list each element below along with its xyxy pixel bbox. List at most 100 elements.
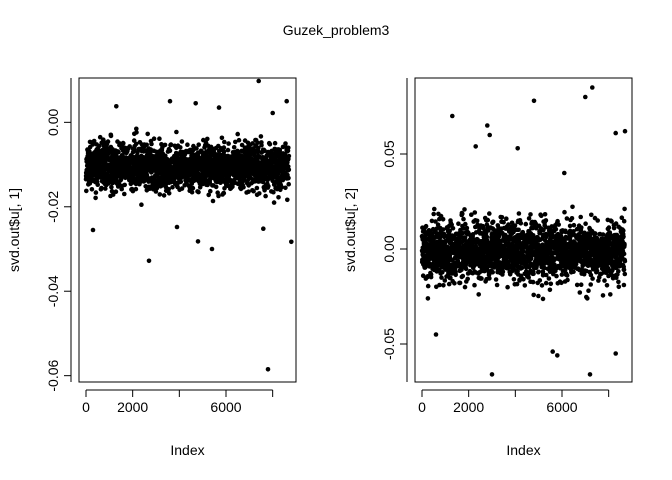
data-point — [255, 145, 261, 151]
data-point — [103, 186, 108, 191]
data-point — [157, 192, 163, 197]
data-point — [167, 148, 173, 154]
y-tick-label: -0.04 — [45, 275, 61, 307]
data-point — [539, 283, 545, 288]
data-point — [494, 282, 500, 288]
data-point — [548, 281, 554, 287]
data-point — [571, 229, 576, 234]
data-point — [621, 251, 627, 257]
data-point — [99, 185, 104, 191]
data-point — [154, 185, 160, 191]
data-point — [569, 216, 575, 221]
data-point — [286, 153, 292, 159]
data-point — [505, 284, 510, 290]
data-point — [619, 215, 625, 220]
data-point — [487, 211, 492, 216]
outlier-point — [515, 146, 520, 151]
data-point — [110, 192, 116, 197]
data-point — [251, 188, 256, 194]
x-tick-label: 2000 — [117, 399, 148, 415]
x-tick-label: 0 — [418, 399, 426, 415]
data-point — [435, 222, 441, 227]
data-point — [501, 219, 506, 225]
data-point — [133, 186, 139, 192]
data-point — [200, 181, 205, 187]
data-point — [540, 296, 546, 302]
data-point — [121, 141, 126, 146]
data-point — [434, 226, 440, 231]
data-point — [286, 175, 291, 181]
data-point — [437, 282, 442, 288]
scatter-panel-1: 0 2000 6000 Index -0.06 -0.04 -0.02 0.00 svd.out… — [6, 77, 297, 458]
data-point — [608, 292, 613, 297]
data-point — [611, 225, 617, 231]
data-point — [522, 283, 528, 288]
data-point — [487, 276, 492, 281]
data-point — [131, 138, 137, 143]
data-point — [139, 202, 144, 207]
data-point — [190, 185, 196, 191]
data-point — [246, 189, 251, 194]
data-point — [570, 204, 575, 210]
outlier-point — [146, 258, 152, 264]
data-point — [442, 278, 448, 283]
data-point — [254, 185, 260, 191]
data-point — [544, 272, 549, 278]
data-point — [590, 276, 595, 281]
data-point — [425, 296, 431, 301]
data-point — [543, 280, 549, 286]
x-axis-label: Index — [170, 442, 204, 458]
data-point — [93, 195, 98, 201]
outlier-point — [193, 101, 198, 106]
outlier-point — [289, 239, 294, 245]
data-point — [205, 136, 210, 142]
data-point — [122, 182, 127, 188]
data-point — [453, 272, 459, 278]
plot-frame — [78, 77, 297, 383]
data-point — [506, 222, 511, 227]
data-point — [271, 200, 277, 205]
outlier-point — [167, 98, 173, 104]
data-point — [208, 188, 213, 194]
data-point — [463, 266, 469, 272]
data-point — [622, 258, 628, 264]
y-axis: -0.06 -0.04 -0.02 0.00 — [45, 78, 72, 392]
data-point — [108, 133, 114, 139]
data-point — [449, 222, 455, 228]
data-point — [472, 210, 478, 215]
data-point — [166, 191, 172, 196]
data-point — [257, 191, 262, 196]
data-point — [157, 136, 162, 141]
data-point — [93, 190, 99, 195]
data-point — [210, 198, 216, 204]
data-point — [162, 142, 168, 148]
outlier-point — [583, 94, 588, 100]
data-point — [564, 273, 570, 278]
data-point — [588, 272, 594, 278]
data-point — [271, 189, 276, 195]
data-point — [196, 142, 201, 147]
y-tick-label: -0.02 — [45, 191, 61, 223]
data-point — [134, 130, 139, 135]
data-point — [583, 221, 588, 226]
data-point — [539, 213, 544, 219]
data-point — [511, 277, 517, 282]
data-point — [127, 144, 132, 149]
data-point — [526, 275, 531, 280]
data-point — [235, 131, 240, 137]
data-point — [439, 275, 444, 280]
data-point — [476, 292, 482, 297]
data-point — [170, 185, 175, 190]
data-point — [464, 225, 470, 231]
outlier-point — [473, 144, 479, 149]
data-point — [528, 256, 534, 262]
data-point — [472, 282, 477, 288]
data-point — [269, 150, 275, 156]
data-point — [116, 149, 121, 155]
outlier-point — [209, 246, 215, 252]
data-point — [456, 221, 461, 226]
data-point — [564, 216, 570, 221]
x-axis: 0 2000 6000 — [418, 389, 610, 415]
data-point — [559, 272, 565, 277]
data-point — [516, 211, 522, 216]
